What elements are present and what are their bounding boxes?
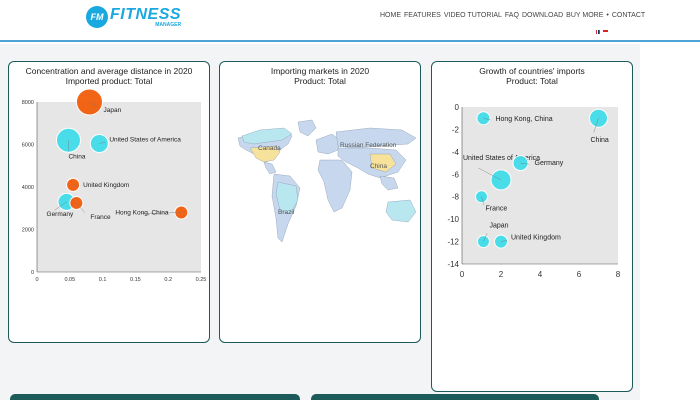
map-usa: [249, 145, 281, 163]
y-tick-label: -6: [452, 170, 460, 179]
bottom-panel-tab-left: [10, 394, 300, 400]
point-label-china: China: [591, 137, 609, 144]
map-china: [369, 153, 397, 173]
x-tick-label: 0.15: [130, 277, 141, 283]
leader-line: [73, 184, 80, 187]
x-tick-label: 0.2: [164, 277, 172, 283]
leader-line: [99, 142, 106, 144]
logo-badge: FM: [86, 6, 108, 28]
x-tick-label: 0.1: [99, 277, 107, 283]
logo[interactable]: FM FITNESS MANAGER: [86, 6, 181, 28]
nav-home[interactable]: HOME: [380, 12, 401, 19]
nav-features[interactable]: FEATURES: [404, 12, 441, 19]
leader-line: [89, 101, 98, 109]
y-tick-label: 0: [31, 270, 34, 276]
bottom-panel-tab-right: [311, 394, 599, 400]
y-tick-label: 6000: [22, 143, 34, 149]
nav-contact[interactable]: CONTACT: [611, 12, 646, 19]
map-label-brazil: Brazil: [278, 209, 295, 216]
point-label-hong-kong-china: Hong Kong, China: [115, 210, 169, 217]
leader-line: [500, 240, 508, 242]
point-label-hong-kong-china: Hong Kong, China: [495, 116, 552, 123]
map-australia: [385, 199, 417, 223]
header-bar: FM FITNESS MANAGER HOME FEATURES VIDEO T…: [0, 0, 700, 42]
main-nav: HOME FEATURES VIDEO TUTORIAL FAQ DOWNLOA…: [380, 12, 645, 19]
x-tick-label: 2: [499, 270, 504, 279]
leader-line: [483, 233, 488, 242]
world-map[interactable]: Canada Russian Federation China Brazil: [220, 62, 420, 342]
nav-faq[interactable]: FAQ: [504, 12, 519, 19]
map-central-america: [263, 161, 277, 175]
y-tick-label: -8: [452, 193, 460, 202]
point-label-japan: Japan: [489, 223, 508, 230]
x-tick-label: 4: [538, 270, 543, 279]
point-label-france: France: [486, 206, 508, 213]
nav-video-tutorial[interactable]: VIDEO TUTORIAL: [443, 12, 502, 19]
point-label-united-kingdom: United Kingdom: [83, 182, 129, 189]
map-label-canada: Canada: [258, 145, 281, 152]
x-tick-label: 0.05: [64, 277, 75, 283]
y-tick-label: 2000: [22, 228, 34, 234]
x-tick-label: 0: [460, 270, 465, 279]
map-africa: [317, 159, 353, 213]
x-tick-label: 0.25: [196, 277, 207, 283]
map-label-russia: Russian Federation: [340, 142, 397, 149]
point-label-china: China: [68, 153, 85, 160]
point-label-united-states-of-america: United States of America: [109, 136, 181, 143]
leader-line: [478, 167, 502, 181]
nav-separator: •: [606, 12, 609, 19]
markets-panel: Importing markets in 2020 Product: Total: [219, 61, 421, 343]
concentration-panel: Concentration and average distance in 20…: [8, 61, 210, 343]
nav-download[interactable]: DOWNLOAD: [521, 12, 564, 19]
language-switcher: [596, 30, 608, 34]
nav-buy-more[interactable]: BUY MORE: [566, 12, 604, 19]
concentration-title: Concentration and average distance in 20…: [25, 66, 193, 86]
point-label-united-states-of-america: United States of America: [463, 155, 540, 162]
point-label-germany: Germany: [47, 211, 74, 218]
leader-line: [483, 118, 491, 121]
map-canada: [241, 127, 293, 145]
map-europe: [315, 133, 341, 155]
x-tick-label: 0: [35, 277, 38, 283]
point-label-germany: Germany: [535, 160, 564, 167]
leader-line: [141, 212, 182, 214]
y-tick-label: -2: [452, 125, 460, 134]
point-label-united-kingdom: United Kingdom: [511, 235, 561, 242]
leader-line: [593, 118, 599, 133]
map-greenland: [297, 119, 317, 137]
point-label-france: France: [90, 214, 111, 221]
x-tick-label: 6: [577, 270, 582, 279]
concentration-chart[interactable]: 0 2000 4000 6000 8000 0 0.05 0.1 0.15 0.2 0.25 Japa…: [9, 62, 209, 342]
map-label-china: China: [370, 163, 387, 170]
logo-main-text: FITNESS: [110, 5, 182, 23]
growth-title: Growth of countries' imports Product: To…: [479, 66, 585, 86]
growth-panel: Growth of countries' imports Product: To…: [431, 61, 633, 392]
flag-en-icon[interactable]: [596, 30, 601, 34]
flag-id-icon[interactable]: [603, 30, 608, 34]
map-russia: [335, 127, 417, 149]
point-label-japan: Japan: [103, 107, 121, 114]
y-tick-label: -4: [452, 148, 460, 157]
y-tick-label: 8000: [22, 100, 34, 106]
logo-sub-text: MANAGER: [155, 21, 182, 28]
y-tick-label: 4000: [22, 185, 34, 191]
leader-line: [481, 196, 485, 206]
markets-title: Importing markets in 2020 Product: Total: [270, 66, 370, 86]
x-tick-label: 8: [616, 270, 621, 279]
y-tick-label: -10: [447, 215, 459, 224]
y-tick-label: 0: [455, 103, 460, 112]
y-tick-label: -14: [447, 260, 459, 269]
leader-line: [54, 201, 67, 211]
leader-line: [520, 162, 529, 165]
map-southeast-asia: [379, 175, 399, 191]
map-brazil: [275, 181, 299, 215]
leader-line: [76, 202, 85, 213]
y-tick-label: -12: [447, 238, 459, 247]
